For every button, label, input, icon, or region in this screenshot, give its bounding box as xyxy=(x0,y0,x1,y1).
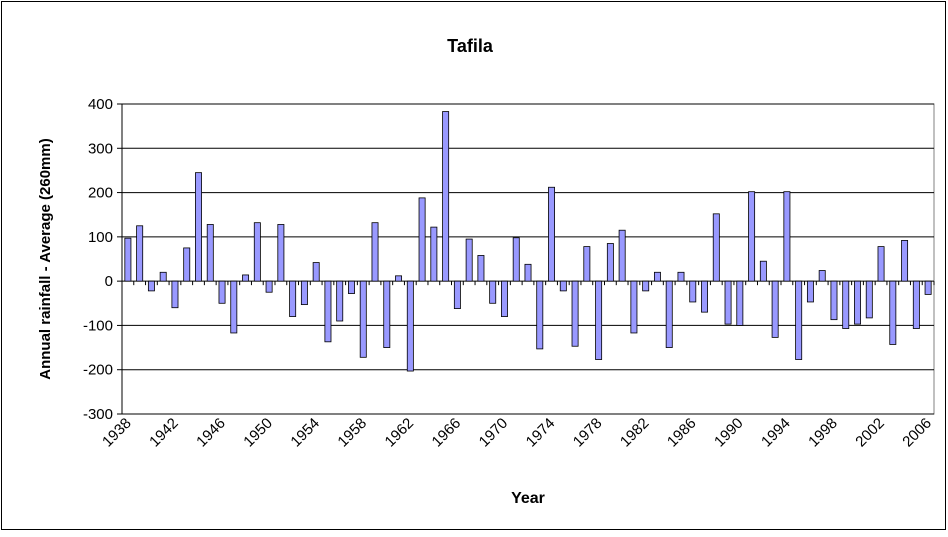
bar xyxy=(289,280,297,317)
bar xyxy=(300,280,308,306)
bar xyxy=(124,237,132,282)
bar xyxy=(912,280,920,329)
bar xyxy=(442,111,450,282)
bar xyxy=(453,280,461,309)
bar xyxy=(806,280,814,303)
bar xyxy=(371,222,379,282)
bar xyxy=(677,271,685,282)
bar xyxy=(665,280,673,348)
bar xyxy=(571,280,579,347)
bar xyxy=(512,237,520,282)
y-tick-label: 100 xyxy=(88,229,113,246)
y-tick-label: -100 xyxy=(83,317,113,334)
bar xyxy=(206,224,214,282)
bar xyxy=(653,271,661,282)
bar xyxy=(548,186,555,282)
bar xyxy=(924,280,932,295)
bar xyxy=(136,225,144,282)
bar xyxy=(218,280,226,304)
bar xyxy=(595,280,603,360)
bar xyxy=(724,280,732,325)
bar xyxy=(630,280,638,334)
bar xyxy=(759,260,767,282)
bar xyxy=(324,280,332,343)
bar xyxy=(359,280,367,358)
bar xyxy=(618,229,626,282)
bar xyxy=(877,246,885,282)
y-tick-label: 0 xyxy=(105,273,113,290)
bar xyxy=(406,280,414,372)
bar xyxy=(312,262,320,282)
bar xyxy=(242,274,250,282)
bar xyxy=(795,280,803,360)
bar xyxy=(642,280,650,292)
bar xyxy=(536,280,544,350)
bar xyxy=(477,255,485,282)
chart-title: Tafila xyxy=(447,36,494,56)
bar xyxy=(889,280,897,345)
bar xyxy=(901,239,909,282)
y-tick-label: 200 xyxy=(88,185,113,202)
bar xyxy=(606,243,614,282)
bar xyxy=(771,280,779,338)
bar xyxy=(159,271,167,282)
bar xyxy=(348,280,355,294)
plot-area xyxy=(121,103,935,415)
bar xyxy=(818,270,826,282)
x-axis-label: Year xyxy=(511,490,545,507)
bar xyxy=(489,280,497,304)
bar xyxy=(265,280,273,293)
bar xyxy=(501,280,508,317)
bar xyxy=(865,280,873,319)
bar xyxy=(701,280,708,313)
bar xyxy=(147,280,155,292)
bar xyxy=(418,197,426,282)
bar xyxy=(736,280,744,326)
y-tick-label: -300 xyxy=(83,406,113,423)
bar xyxy=(783,191,791,282)
bar xyxy=(712,213,720,282)
y-axis-label: Annual rainfall - Average (260mm) xyxy=(37,138,54,379)
y-tick-label: 400 xyxy=(88,96,113,113)
bar xyxy=(559,280,567,292)
bar xyxy=(465,238,473,282)
y-tick-label: -200 xyxy=(83,362,113,379)
bar xyxy=(230,280,238,334)
bar xyxy=(336,280,344,322)
bar xyxy=(171,280,179,309)
bar xyxy=(842,280,850,329)
bar xyxy=(524,263,532,282)
bar xyxy=(854,280,861,325)
bar xyxy=(277,224,285,282)
bar xyxy=(183,247,191,282)
bar xyxy=(195,172,202,282)
bar xyxy=(253,222,261,282)
bar xyxy=(748,191,756,282)
bar xyxy=(395,275,403,282)
y-tick-label: 300 xyxy=(88,140,113,157)
bar xyxy=(689,280,697,303)
bar xyxy=(383,280,391,348)
bar xyxy=(583,246,591,282)
bar xyxy=(830,280,838,321)
bar xyxy=(430,226,438,282)
